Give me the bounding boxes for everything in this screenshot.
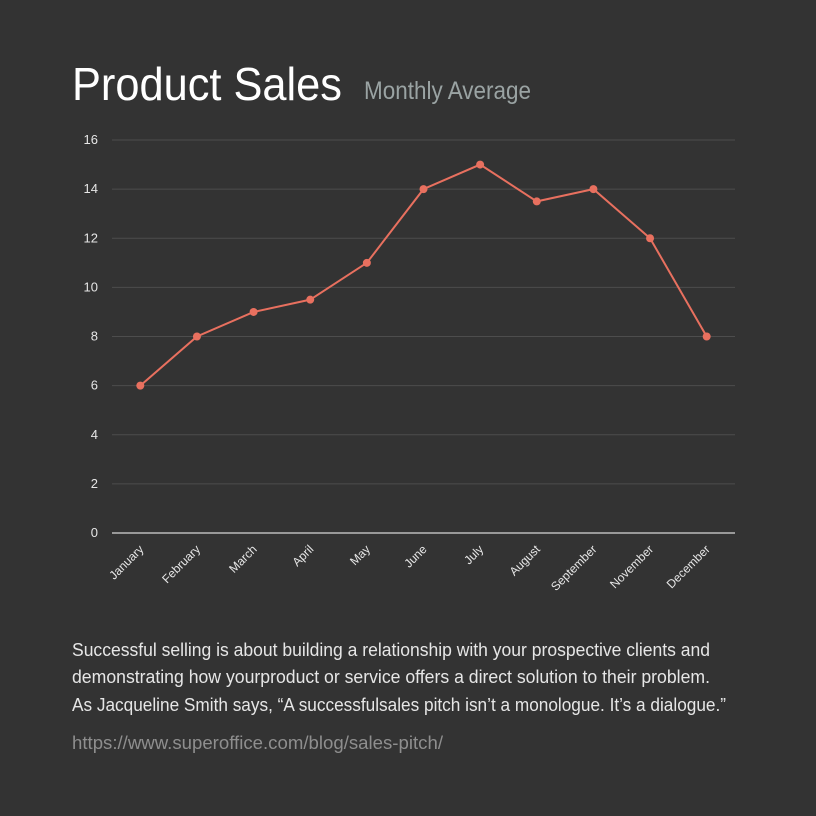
description-line: As Jacqueline Smith says, “A successfuls… <box>72 695 726 715</box>
description-line: demonstrating how yourproduct or service… <box>72 667 710 687</box>
point <box>589 185 598 194</box>
point <box>532 197 541 206</box>
y-tick-label: 2 <box>91 476 98 491</box>
point <box>702 332 711 341</box>
source-url: https://www.superoffice.com/blog/sales-p… <box>72 733 443 753</box>
point <box>362 258 371 267</box>
y-tick-label: 8 <box>91 329 98 344</box>
y-tick-label: 6 <box>91 378 98 393</box>
y-tick-label: 0 <box>91 525 98 540</box>
point <box>192 332 201 341</box>
y-tick-label: 12 <box>84 230 98 245</box>
description-line: Successful selling is about building a r… <box>72 640 710 660</box>
point <box>476 160 485 169</box>
point <box>136 381 145 390</box>
y-tick-label: 10 <box>84 279 98 294</box>
point <box>306 295 315 304</box>
point <box>646 234 655 243</box>
y-tick-label: 14 <box>84 181 98 196</box>
y-tick-label: 16 <box>84 132 98 147</box>
point <box>419 185 428 194</box>
point <box>249 307 258 316</box>
y-tick-label: 4 <box>91 427 98 442</box>
chart-title: Product Sales <box>72 58 342 110</box>
chart-subtitle: Monthly Average <box>364 77 531 105</box>
